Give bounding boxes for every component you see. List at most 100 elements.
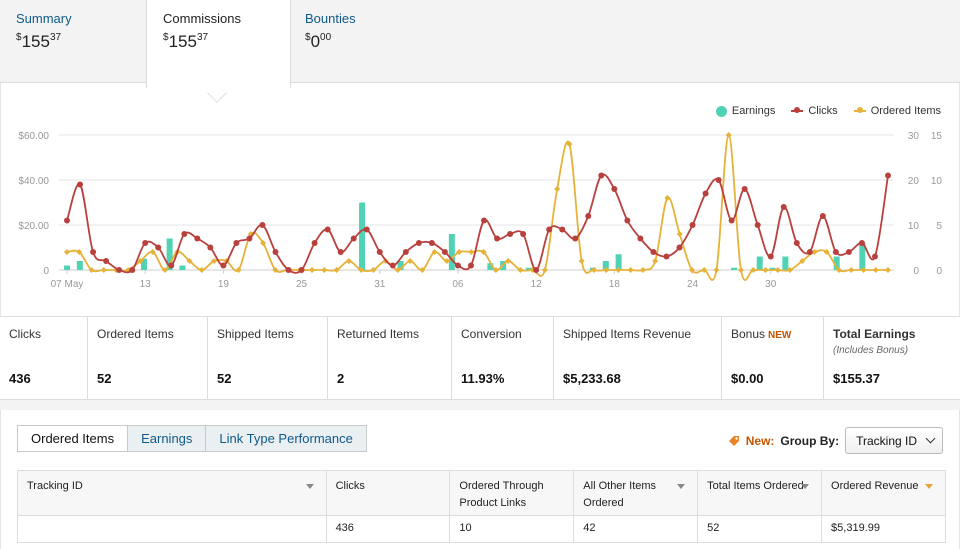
x-axis-tick-label: 07 May <box>51 279 84 290</box>
clicks-point <box>885 172 891 179</box>
col-total-items[interactable]: Total Items Ordered <box>697 470 823 516</box>
subtab-ordered-items[interactable]: Ordered Items <box>17 425 129 452</box>
ordered-items-point <box>321 267 328 273</box>
earnings-bar <box>833 256 840 270</box>
clicks-point <box>793 240 800 246</box>
ordered-axis-tick-label: 15 <box>931 131 943 142</box>
col-all-other-items[interactable]: All Other Items Ordered <box>573 470 699 516</box>
ordered-items-point <box>885 267 891 273</box>
ordered-items-point <box>505 258 512 264</box>
y-axis-tick-label: $40.00 <box>18 176 49 187</box>
earnings-chart: $60.00 30 15$40.00 20 10$20.00 10 50 0 007 May 13… <box>18 131 943 290</box>
col-clicks[interactable]: Clicks <box>325 470 451 516</box>
stat-shipped-revenue: Shipped Items Revenue $5,233.68 <box>554 317 722 401</box>
clicks-point <box>637 235 644 242</box>
col-ordered-through-label: Ordered Through Product Links <box>459 480 544 509</box>
col-all-other-label: All Other Items Ordered <box>583 480 657 509</box>
clicks-point <box>754 222 761 228</box>
stat-clicks: Clicks 436 <box>0 317 88 401</box>
cell-total-items: 52 <box>697 515 823 543</box>
cell-ordered-revenue: $5,319.99 <box>821 515 946 543</box>
clicks-point <box>155 244 162 251</box>
earnings-bar <box>359 202 366 270</box>
ordered-items-point <box>162 267 169 273</box>
clicks-point <box>663 253 670 260</box>
subtab-link-type-performance[interactable]: Link Type Performance <box>206 425 367 452</box>
clicks-point <box>741 186 748 192</box>
clicks-point <box>233 240 240 246</box>
clicks-point <box>520 231 527 237</box>
ordered-items-point <box>750 267 757 273</box>
earnings-bar <box>769 267 776 270</box>
x-axis-tick-label: 25 <box>296 279 308 290</box>
tab-commissions[interactable]: Commissions $15537 <box>146 0 291 88</box>
clicks-point <box>324 226 331 233</box>
ordered-items-point <box>345 258 352 264</box>
earnings-bar <box>615 254 622 270</box>
ordered-items-point <box>615 267 622 273</box>
group-by-select[interactable]: Tracking ID <box>845 427 943 454</box>
ordered-items-point <box>664 195 671 201</box>
stat-total-value: $155.37 <box>833 371 880 386</box>
stat-total-label: Total Earnings <box>833 327 916 341</box>
clicks-point <box>533 267 540 273</box>
clicks-point <box>572 235 579 242</box>
stat-conversion-label: Conversion <box>461 327 522 341</box>
earnings-bar <box>602 261 609 270</box>
col-ordered-revenue[interactable]: Ordered Revenue <box>821 470 946 516</box>
table-row: 436 10 42 52 $5,319.99 <box>17 515 946 543</box>
clicks-point <box>168 262 175 269</box>
col-total-items-label: Total Items Ordered <box>707 480 804 492</box>
clicks-point <box>767 253 774 260</box>
legend-ordered-items[interactable]: Ordered Items <box>853 105 941 117</box>
x-axis-tick-label: 12 <box>531 279 543 290</box>
legend-earnings-label: Earnings <box>731 105 776 117</box>
tab-bounties-amount: $000 <box>305 32 332 51</box>
cell-clicks: 436 <box>325 515 451 543</box>
ordered-items-point <box>407 258 414 264</box>
clicks-point <box>207 244 214 251</box>
earnings-bar <box>859 243 866 270</box>
tag-icon <box>728 435 739 446</box>
ordered-items-point <box>394 267 401 273</box>
ordered-items-point <box>603 267 610 273</box>
clicks-point <box>337 249 344 255</box>
ordered-items-point <box>786 267 793 273</box>
earnings-bar <box>487 263 494 270</box>
ordered-items-point <box>358 267 365 273</box>
stat-clicks-label: Clicks <box>9 327 41 341</box>
ordered-items-point <box>823 249 830 255</box>
report-section: Ordered Items Earnings Link Type Perform… <box>0 410 960 549</box>
x-axis-tick-label: 18 <box>609 279 621 290</box>
ordered-items-point <box>762 267 769 273</box>
cell-tracking-id <box>17 515 327 543</box>
clicks-point <box>142 240 149 246</box>
clicks-point <box>259 222 266 228</box>
ordered-items-point <box>468 249 475 255</box>
clicks-point <box>103 258 110 264</box>
tab-summary[interactable]: Summary $15537 <box>0 0 146 83</box>
clicks-point <box>611 186 618 192</box>
clicks-point <box>298 267 305 273</box>
group-by-control: New: Group By: Tracking ID <box>728 427 943 454</box>
stat-shipped-items: Shipped Items 52 <box>208 317 328 401</box>
legend-clicks[interactable]: Clicks <box>791 105 838 117</box>
col-ordered-through-links[interactable]: Ordered Through Product Links <box>449 470 575 516</box>
col-tracking-id[interactable]: Tracking ID <box>17 470 327 516</box>
ordered-items-point <box>578 258 585 264</box>
clicks-point <box>363 226 370 233</box>
tab-bounties[interactable]: Bounties $000 <box>289 0 429 83</box>
subtab-earnings[interactable]: Earnings <box>128 425 207 452</box>
ordered-items-point <box>419 267 426 273</box>
earnings-bar <box>525 267 532 270</box>
legend-earnings[interactable]: Earnings <box>715 105 776 117</box>
clicks-point <box>116 267 123 273</box>
stat-bonus-label: Bonus <box>731 327 766 341</box>
clicks-point <box>845 249 852 255</box>
earnings-bar <box>756 256 763 270</box>
y-axis-tick-label: $20.00 <box>18 221 49 232</box>
legend-ordered-label: Ordered Items <box>870 105 941 117</box>
y-axis-tick-label: 0 <box>43 266 49 277</box>
report-type-tabs: Summary $15537 Commissions $15537 Bounti… <box>0 0 960 88</box>
stat-shipped-label: Shipped Items <box>217 327 294 341</box>
